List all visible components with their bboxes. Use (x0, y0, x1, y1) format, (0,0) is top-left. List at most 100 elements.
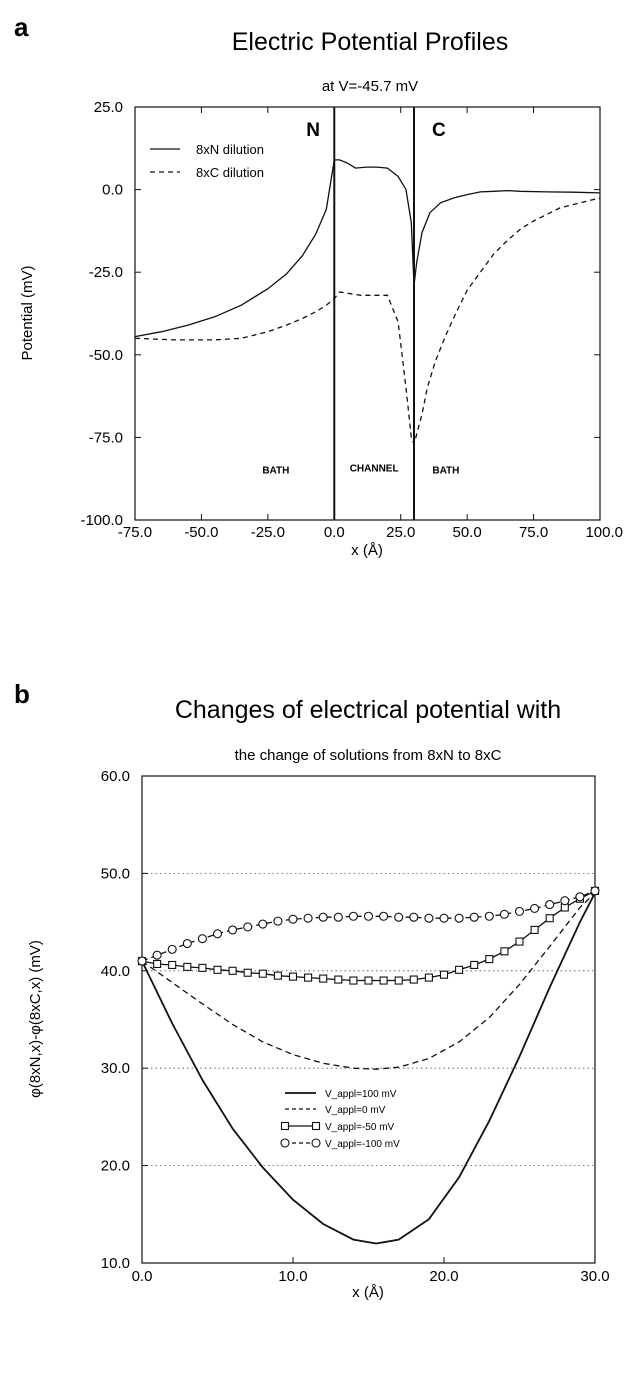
panel-b-title: Changes of electrical potential with (175, 696, 561, 724)
marker-square (500, 947, 509, 956)
marker-square (439, 970, 449, 979)
legend-item-vappl-0-label: V_appl=0 mV (325, 1105, 386, 1116)
legend-label-8xc: 8xC dilution (196, 165, 264, 180)
marker-square (485, 955, 494, 964)
marker-circle (575, 892, 585, 902)
marker-square (424, 973, 433, 982)
panel-b-frame (141, 775, 596, 1264)
series-line-8xn-dilution (134, 159, 601, 338)
marker-circle (243, 922, 253, 932)
x-tick-label: 0.0 (132, 1268, 153, 1285)
panel-a-legend: 8xN dilution 8xC dilution (150, 142, 264, 180)
marker-circle (409, 912, 419, 922)
panel-b: b Changes of electrical potential with t… (14, 679, 610, 1301)
marker-circle (288, 914, 298, 924)
panel-a-frame (134, 106, 601, 521)
x-tick-label: 10.0 (278, 1268, 307, 1285)
marker-circle (333, 912, 343, 922)
x-tick-label: 0.0 (324, 524, 345, 541)
marker-circle (318, 912, 328, 922)
y-tick-label: 50.0 (101, 865, 130, 882)
x-tick-label: -75.0 (118, 524, 152, 541)
marker-circle (303, 913, 313, 923)
x-tick-label: 30.0 (580, 1268, 609, 1285)
marker-circle (197, 934, 207, 944)
x-tick-label: 100.0 (585, 524, 623, 541)
marker-circle (560, 896, 570, 906)
marker-circle (363, 911, 374, 921)
legend-label-8xn: 8xN dilution (196, 142, 264, 157)
panel-a-ticks: -75.0 -50.0 -25.0 0.0 25.0 50.0 75.0 100.0 25.0 0… (80, 99, 623, 541)
legend-marker-square (280, 1121, 290, 1131)
y-tick-label: -25.0 (89, 264, 123, 281)
marker-square (288, 972, 298, 981)
panel-b-subtitle: the change of solutions from 8xN to 8xC (235, 747, 502, 764)
panel-b-y-axis-label: φ(8xN,x)-φ(8xC,x) (mV) (27, 940, 44, 1098)
marker-circle (590, 886, 600, 896)
marker-circle (379, 911, 389, 921)
marker-circle (514, 906, 525, 916)
marker-square (455, 965, 464, 974)
region-label-bath-right: BATH (432, 466, 459, 477)
series-line-vappl-minus-100 (141, 890, 596, 962)
y-tick-label: 30.0 (101, 1060, 130, 1077)
marker-square (379, 976, 388, 985)
marker-circle (258, 919, 268, 929)
y-tick-label: 10.0 (101, 1255, 130, 1272)
y-tick-label: -75.0 (89, 429, 123, 446)
marker-square (153, 959, 162, 969)
x-tick-label: 20.0 (429, 1268, 458, 1285)
panel-a-y-axis-label: Potential (mV) (19, 265, 36, 360)
marker-circle (530, 903, 540, 914)
series-line-vappl-0 (141, 892, 596, 1070)
marker-square (228, 966, 237, 975)
boundary-label-c: C (432, 120, 446, 141)
y-tick-label: 0.0 (102, 182, 123, 199)
marker-circle (167, 944, 177, 954)
region-label-channel: CHANNEL (350, 464, 399, 475)
marker-square (470, 960, 479, 970)
x-tick-label: 25.0 (386, 524, 415, 541)
marker-square (530, 925, 539, 934)
marker-square (213, 965, 222, 974)
legend-marker-circle (280, 1138, 290, 1148)
marker-circle (212, 929, 223, 939)
x-tick-label: -25.0 (251, 524, 285, 541)
y-tick-label: 25.0 (94, 99, 123, 116)
y-tick-label: -100.0 (80, 512, 123, 529)
marker-circle (499, 909, 509, 919)
marker-circle (348, 911, 358, 921)
legend-item-vappl-100-label: V_appl=100 mV (325, 1089, 397, 1100)
marker-square (364, 976, 373, 985)
marker-square (304, 973, 313, 982)
panel-b-x-axis-label: x (Å) (352, 1284, 384, 1301)
panel-b-legend: V_appl=100 mV V_appl=0 mV V_appl=-50 mV V_a… (280, 1089, 400, 1150)
marker-square (394, 976, 403, 985)
marker-circle (454, 913, 464, 923)
series-line-8xc-dilution (134, 197, 601, 447)
panel-a: a Electric Potential Profiles at V=-45.7… (14, 12, 623, 559)
marker-square (409, 975, 418, 984)
marker-square (545, 914, 554, 923)
marker-circle (484, 911, 494, 921)
legend-marker-square (311, 1121, 321, 1131)
marker-square (319, 974, 328, 983)
marker-circle (273, 916, 283, 926)
panel-a-title: Electric Potential Profiles (232, 28, 509, 56)
marker-square (183, 962, 192, 971)
y-tick-label: 20.0 (101, 1158, 130, 1175)
y-tick-label: 60.0 (101, 768, 130, 785)
x-tick-label: 75.0 (519, 524, 548, 541)
region-label-bath-left: BATH (262, 466, 289, 477)
marker-circle (152, 950, 162, 960)
panel-a-x-axis-label: x (Å) (351, 542, 383, 559)
marker-circle (424, 913, 434, 923)
panel-b-series (137, 886, 600, 1245)
y-tick-label: 40.0 (101, 963, 130, 980)
marker-circle (182, 938, 192, 949)
marker-square (334, 975, 343, 984)
boundary-label-n: N (306, 120, 320, 141)
marker-square (168, 960, 177, 970)
marker-square (349, 976, 358, 985)
legend-item-vappl-minus-100-label: V_appl=-100 mV (325, 1139, 400, 1150)
